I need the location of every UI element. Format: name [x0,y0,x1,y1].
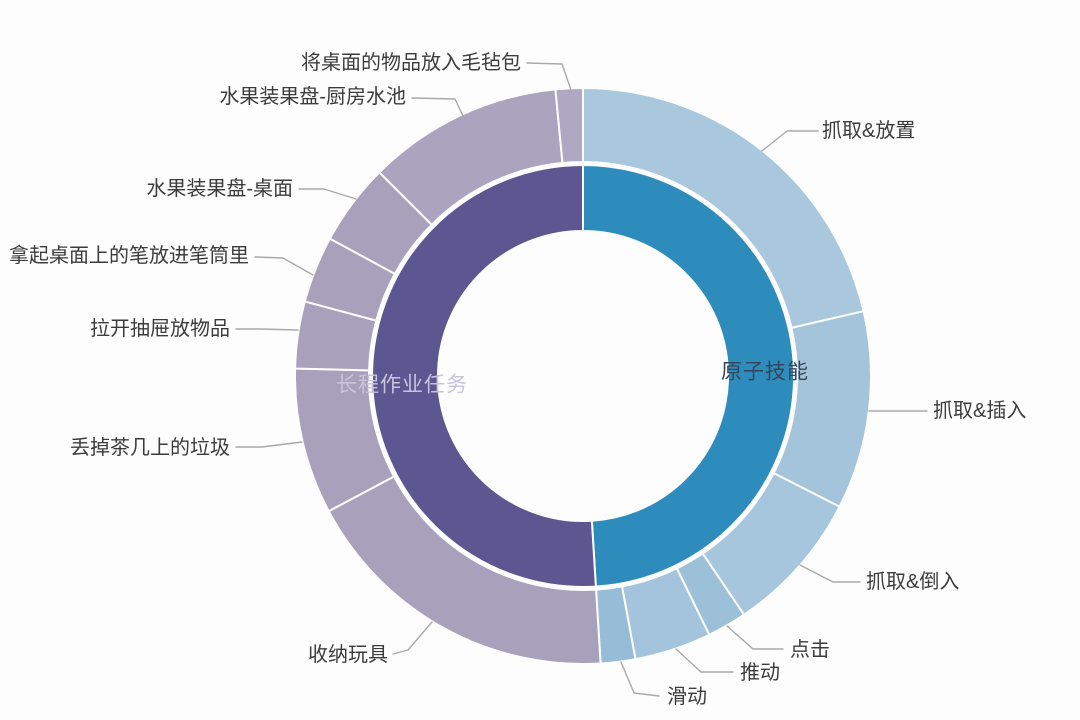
outer-segment-label-10: 水果装果盘-桌面 [146,177,293,200]
leader-line-8 [235,328,299,331]
outer-segment-label-4: 推动 [740,661,780,684]
leader-line-4 [675,648,734,673]
outer-segment-label-3: 点击 [790,638,830,661]
outer-segment-label-9: 拿起桌面上的笔放进笔筒里 [9,243,249,267]
outer-segment-label-0: 抓取&放置 [822,119,915,142]
outer-segment-label-2: 抓取&倒入 [866,570,959,593]
outer-segment-label-5: 滑动 [667,685,707,708]
inner-segment-0 [582,164,795,588]
leader-line-9 [254,256,314,276]
leader-line-0 [761,130,819,152]
inner-ring-label-0: 原子技能 [721,361,809,384]
leader-line-11 [411,97,465,119]
outer-segment-label-7: 丢掉茶几上的垃圾 [70,436,230,459]
leader-line-2 [799,564,861,583]
leader-line-5 [620,661,660,697]
outer-segment-label-1: 抓取&插入 [933,399,1026,422]
outer-segment-label-12: 将桌面的物品放入毛毡包 [301,51,521,74]
inner-segment-1 [371,164,597,588]
leader-line-7 [235,441,303,448]
leader-line-10 [298,188,357,200]
inner-ring-label-1: 长程作业任务 [336,374,468,397]
leader-line-6 [392,621,433,655]
outer-segment-label-6: 收纳玩具 [308,643,388,666]
leader-line-3 [726,625,784,650]
outer-segment-label-8: 拉开抽屉放物品 [90,317,230,340]
outer-segment-12 [554,87,584,164]
outer-segment-label-11: 水果装果盘-厨房水池 [219,85,406,108]
leader-line-12 [526,62,572,91]
